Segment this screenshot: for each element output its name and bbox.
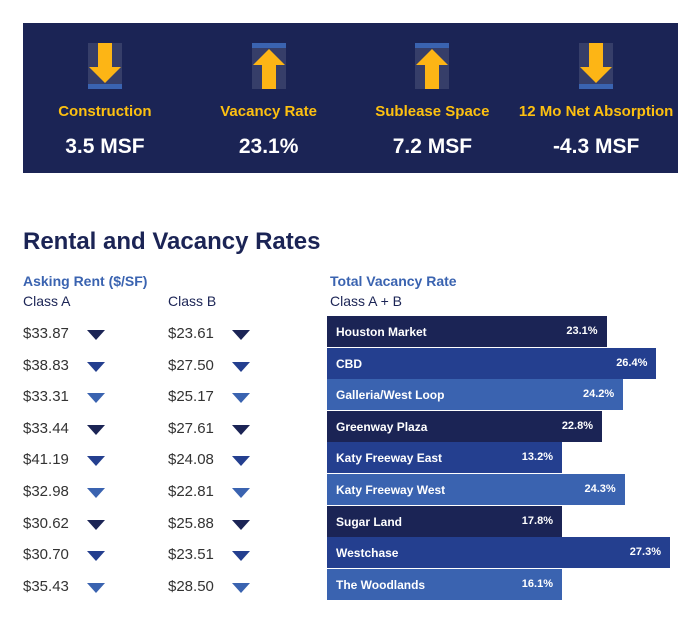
bar-value: 27.3% — [629, 546, 661, 559]
arrow-down-icon — [579, 43, 614, 89]
down-triangle-icon — [87, 424, 105, 435]
bar-label: Westchase — [336, 546, 399, 561]
vacancy-subheading: Class A + B — [330, 293, 402, 309]
down-triangle-icon — [232, 551, 250, 562]
bar-label: Houston Market — [336, 325, 427, 339]
class-a-rent: $30.70 — [23, 546, 69, 564]
class-a-rent: $38.83 — [23, 356, 69, 374]
bar-label: Sugar Land — [336, 514, 403, 529]
stat-label: 12 Mo Net Absorption — [518, 103, 674, 120]
vacancy-bar: Greenway Plaza 22.8% — [327, 410, 603, 442]
bar-label: Greenway Plaza — [336, 419, 428, 434]
vacancy-heading: Total Vacancy Rate — [330, 273, 457, 289]
class-a-rent: $30.62 — [23, 514, 69, 532]
stat-1: Vacancy Rate 23.1% — [187, 23, 351, 173]
vacancy-bar: Houston Market 23.1% — [327, 316, 607, 347]
down-triangle-icon — [87, 582, 105, 593]
stat-label: Vacancy Rate — [220, 103, 317, 120]
class-b-rent: $28.50 — [168, 577, 214, 595]
stat-label: Sublease Space — [375, 103, 490, 120]
down-triangle-icon — [232, 330, 250, 340]
class-a-label: Class A — [23, 293, 71, 309]
down-triangle-icon — [232, 361, 250, 372]
vacancy-bar: Westchase 27.3% — [327, 537, 670, 569]
section-title: Rental and Vacancy Rates — [23, 228, 321, 255]
down-triangle-icon — [87, 330, 105, 340]
arrow-up-icon — [251, 43, 286, 89]
arrow-down-icon — [87, 43, 122, 89]
down-triangle-icon — [87, 456, 105, 467]
class-b-rent: $24.08 — [168, 451, 214, 469]
class-a-rent: $33.44 — [23, 419, 69, 437]
bar-value: 24.2% — [582, 388, 615, 401]
down-triangle-icon — [87, 519, 105, 530]
stat-2: Sublease Space 7.2 MSF — [351, 23, 515, 173]
down-triangle-icon — [232, 456, 250, 467]
down-triangle-icon — [87, 551, 105, 562]
bar-label: Katy Freeway West — [336, 483, 446, 497]
vacancy-bar: CBD 26.4% — [327, 347, 657, 379]
bar-value: 22.8% — [561, 419, 594, 432]
bar-label: The Woodlands — [336, 577, 426, 592]
bar-value: 13.2% — [521, 451, 553, 464]
bar-value: 16.1% — [521, 577, 553, 590]
stat-value: 3.5 MSF — [65, 135, 145, 158]
vacancy-bar: The Woodlands 16.1% — [327, 568, 562, 600]
bar-value: 26.4% — [616, 356, 648, 369]
class-a-rent: $41.19 — [23, 451, 69, 469]
bar-label: Galleria/West Loop — [336, 388, 445, 403]
class-b-rent: $25.88 — [168, 514, 214, 532]
down-triangle-icon — [232, 424, 250, 435]
bar-label: Katy Freeway East — [336, 451, 443, 466]
stat-value: 23.1% — [238, 135, 299, 158]
class-a-rent: $33.87 — [23, 325, 69, 342]
class-b-rent: $25.17 — [168, 388, 214, 406]
vacancy-bar: Katy Freeway West 24.3% — [327, 474, 625, 505]
asking-rent-heading: Asking Rent ($/SF) — [23, 273, 148, 289]
bar-label: CBD — [336, 356, 362, 371]
class-a-rent: $32.98 — [23, 483, 69, 500]
class-b-rent: $23.51 — [168, 546, 214, 564]
arrow-up-icon — [415, 43, 450, 89]
down-triangle-icon — [232, 393, 250, 404]
stats-panel: Construction 3.5 MSF Vacancy Rate 23.1% … — [23, 23, 678, 173]
down-triangle-icon — [87, 393, 105, 404]
down-triangle-icon — [232, 519, 250, 530]
class-b-rent: $22.81 — [168, 483, 214, 500]
stat-3: 12 Mo Net Absorption -4.3 MSF — [514, 23, 678, 173]
vacancy-bar: Galleria/West Loop 24.2% — [327, 379, 624, 411]
stat-value: 7.2 MSF — [392, 135, 473, 158]
class-b-rent: $23.61 — [168, 325, 214, 342]
vacancy-bar: Katy Freeway East 13.2% — [327, 442, 562, 474]
class-b-label: Class B — [168, 293, 217, 309]
stat-value: -4.3 MSF — [552, 135, 640, 158]
down-triangle-icon — [232, 488, 250, 498]
bar-value: 24.3% — [584, 483, 616, 495]
down-triangle-icon — [232, 582, 250, 593]
class-b-rent: $27.61 — [168, 419, 214, 437]
bar-value: 17.8% — [521, 514, 553, 527]
class-b-rent: $27.50 — [168, 356, 214, 374]
class-a-rent: $35.43 — [23, 577, 69, 595]
down-triangle-icon — [87, 488, 105, 498]
bar-value: 23.1% — [566, 325, 598, 337]
vacancy-bar: Sugar Land 17.8% — [327, 505, 562, 537]
down-triangle-icon — [87, 361, 105, 372]
class-a-rent: $33.31 — [23, 388, 69, 406]
stat-label: Construction — [58, 103, 152, 120]
stat-0: Construction 3.5 MSF — [23, 23, 187, 173]
